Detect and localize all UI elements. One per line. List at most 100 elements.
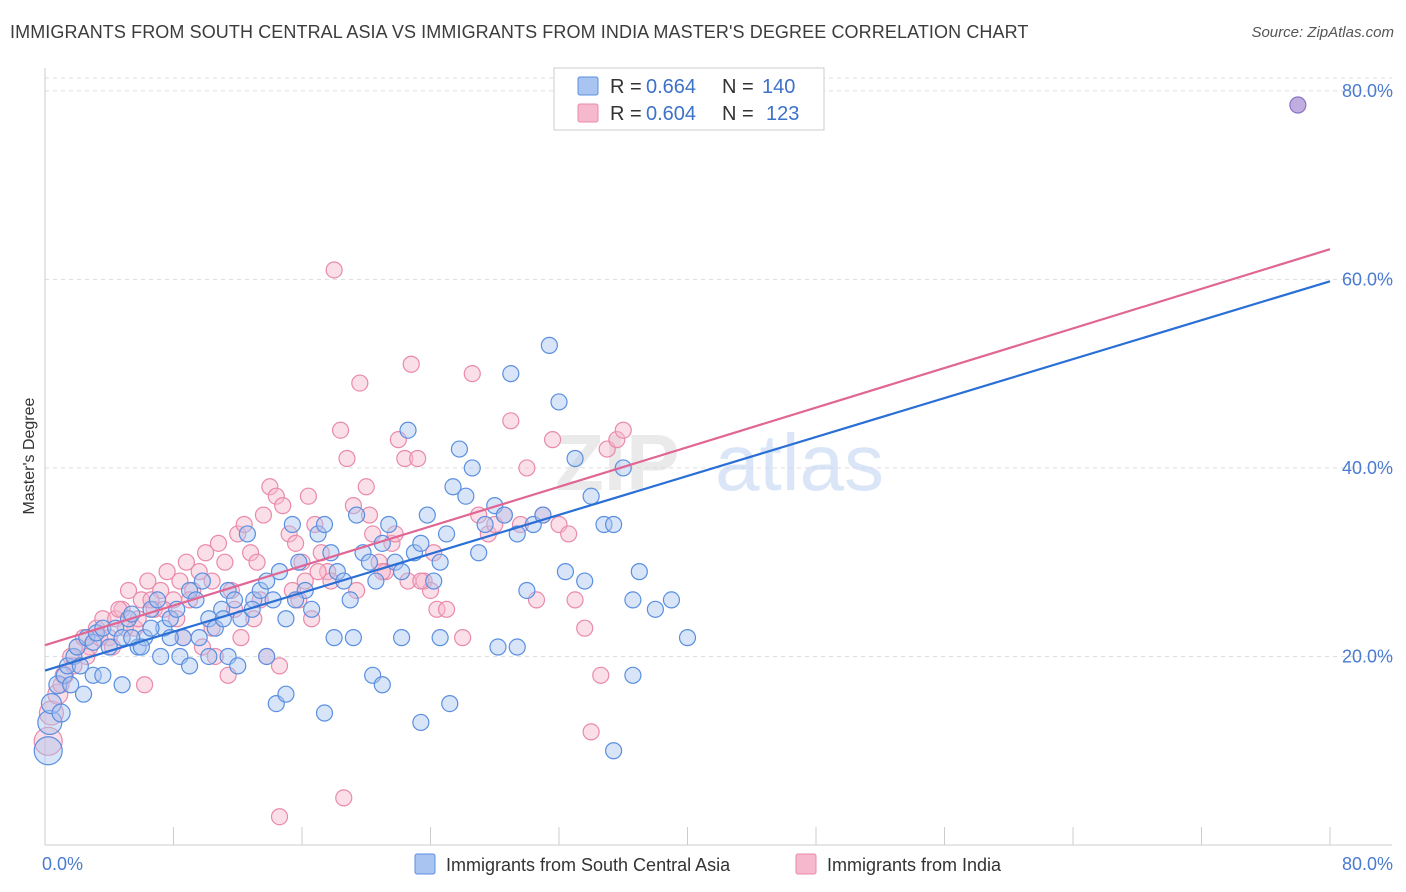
point-india-20 [158, 563, 176, 581]
point-india-25 [190, 563, 208, 581]
legend-n-value-2: 123 [766, 103, 799, 125]
point-india-42 [299, 487, 318, 505]
point-india-23 [177, 553, 195, 571]
point-south-central-asia-23 [155, 619, 173, 637]
point-south-central-asia-114 [412, 713, 430, 732]
point-south-central-asia-53 [348, 506, 366, 524]
point-south-central-asia-108 [315, 704, 334, 722]
point-india-84 [614, 421, 632, 439]
point-south-central-asia-16 [113, 629, 131, 647]
point-india-77 [560, 525, 578, 543]
point-south-central-asia-81 [540, 336, 558, 354]
point-south-central-asia-29 [193, 572, 212, 590]
legend-r-value-1: 0.664 [646, 76, 696, 98]
series-legend-swatch-pink [795, 853, 817, 875]
tick-labels: 20.0% 40.0% 60.0% 80.0% 0.0% 80.0% [42, 81, 1393, 874]
point-south-central-asia-46 [303, 600, 321, 618]
point-india-11 [100, 629, 118, 647]
chart-source: Source: ZipAtlas.com [1251, 24, 1394, 41]
point-india-112 [399, 572, 417, 590]
point-india-115 [270, 808, 289, 826]
point-south-central-asia-76 [502, 365, 520, 383]
point-south-central-asia-112 [373, 676, 391, 694]
point-india-4 [54, 665, 74, 685]
point-india-75 [543, 431, 562, 449]
correlation-legend: R = 0.664 N = 140 R = 0.604 N = 123 [553, 67, 825, 131]
legend-n-label-2: N = [722, 103, 754, 125]
point-india-62 [428, 600, 446, 618]
point-india-122 [303, 610, 321, 628]
point-india-40 [286, 534, 305, 552]
point-india-32 [235, 515, 253, 534]
point-south-central-asia-41 [270, 563, 289, 581]
point-south-central-asia-1 [33, 736, 63, 766]
legend-r-label-2: R = [610, 103, 642, 125]
point-india-26 [197, 544, 215, 562]
grid-lines [45, 77, 1392, 657]
point-india-96 [193, 638, 212, 656]
point-south-central-asia-117 [489, 638, 507, 656]
point-india-94 [168, 610, 186, 628]
point-south-central-asia-86 [582, 487, 600, 505]
point-south-central-asia-22 [148, 591, 167, 609]
legend-r-label-1: R = [610, 76, 642, 98]
point-south-central-asia-109 [325, 629, 343, 647]
point-south-central-asia-85 [576, 572, 594, 590]
x-tick-label-max: 80.0% [1342, 854, 1393, 874]
point-south-central-asia-124 [123, 629, 141, 647]
point-south-central-asia-102 [200, 647, 218, 666]
y-tick-label-2: 40.0% [1342, 458, 1393, 478]
series-legend-label-blue: Immigrants from South Central Asia [446, 855, 731, 875]
point-south-central-asia-95 [74, 685, 93, 703]
point-india-1 [33, 726, 63, 756]
point-south-central-asia-61 [399, 421, 417, 439]
point-south-central-asia-36 [238, 525, 256, 543]
point-south-central-asia-116 [441, 694, 459, 713]
point-south-central-asia-75 [495, 506, 513, 524]
point-india-65 [463, 365, 481, 383]
point-india-70 [502, 412, 520, 430]
point-india-79 [576, 619, 594, 637]
point-south-central-asia-28 [187, 591, 205, 609]
point-india-104 [296, 572, 314, 590]
point-south-central-asia-67 [437, 525, 456, 543]
point-south-central-asia-87 [595, 515, 613, 534]
point-south-central-asia-82 [550, 393, 568, 411]
point-south-central-asia-120 [624, 666, 642, 684]
legend-n-label-1: N = [722, 76, 754, 98]
point-south-central-asia-56 [367, 572, 385, 590]
point-india-51 [357, 478, 375, 496]
point-south-central-asia-73 [476, 515, 494, 534]
point-india-113 [412, 572, 430, 590]
point-india-17 [139, 572, 157, 590]
point-south-central-asia-5 [55, 666, 73, 684]
point-south-central-asia-113 [392, 629, 411, 647]
point-south-central-asia-60 [392, 563, 411, 581]
point-south-central-asia-58 [380, 515, 398, 534]
trend-line-india [44, 248, 1331, 647]
point-india-31 [229, 525, 247, 543]
point-india-83 [608, 431, 626, 449]
point-south-central-asia-107 [277, 685, 295, 703]
point-south-central-asia-101 [180, 657, 199, 675]
point-south-central-asia-104 [229, 657, 247, 675]
point-south-central-asia-122 [62, 676, 80, 694]
point-india-14 [119, 581, 138, 600]
legend-box [553, 67, 825, 131]
point-south-central-asia-88 [605, 515, 623, 534]
point-india-99 [232, 629, 250, 647]
point-india-34 [248, 553, 266, 571]
legend-r-value-2: 0.604 [646, 103, 696, 125]
point-south-central-asia-65 [425, 572, 443, 590]
point-india-105 [309, 563, 327, 581]
point-south-central-asia-69 [450, 440, 469, 458]
series-legend: Immigrants from South Central Asia Immig… [414, 853, 1002, 875]
point-india-57 [396, 449, 414, 468]
point-india-49 [344, 497, 362, 515]
point-south-central-asia-55 [360, 553, 379, 571]
legend-n-value-1: 140 [762, 76, 795, 98]
x-tick-label-min: 0.0% [42, 854, 83, 874]
point-south-central-asia-70 [457, 487, 475, 505]
point-south-central-asia-48 [315, 515, 334, 534]
point-india-72 [518, 459, 536, 477]
